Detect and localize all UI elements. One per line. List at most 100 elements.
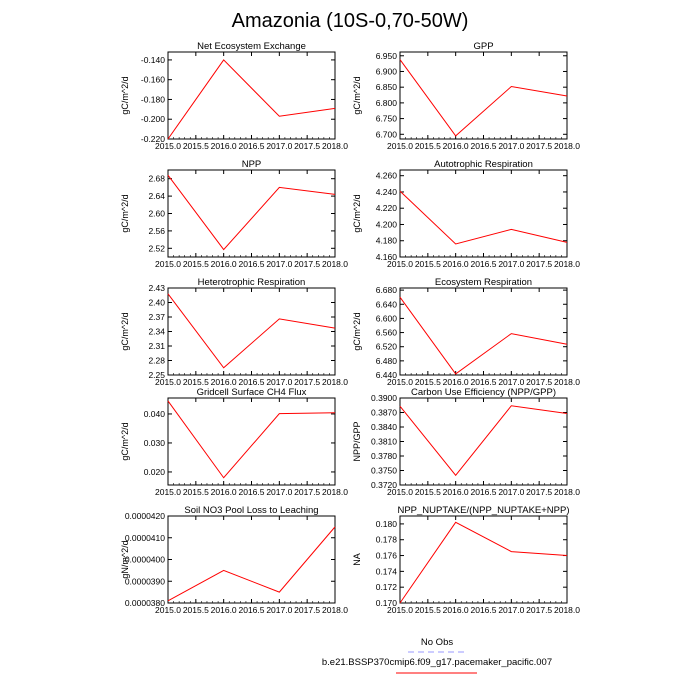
panel-title: Ecosystem Respiration [435, 277, 532, 288]
y-tick-label: -0.160 [141, 75, 165, 85]
y-tick-label: 6.560 [376, 328, 398, 338]
x-tick-label: 2017.0 [498, 141, 524, 151]
plot-frame [167, 169, 336, 258]
legend-entry-no-obs: No Obs [421, 637, 453, 648]
y-tick-label: -0.140 [141, 55, 165, 65]
y-tick-label: -0.180 [141, 94, 165, 104]
x-tick-label: 2018.0 [554, 605, 580, 615]
y-tick-label: 4.260 [376, 171, 398, 181]
x-tick-label: 2015.0 [155, 487, 181, 497]
x-tick-label: 2018.0 [554, 141, 580, 151]
panel-title: Carbon Use Efficiency (NPP/GPP) [411, 387, 556, 398]
x-tick-label: 2015.5 [183, 259, 209, 269]
y-tick-label: 4.160 [376, 252, 398, 262]
x-tick-label: 2015.0 [387, 377, 413, 387]
y-tick-label: 6.640 [376, 299, 398, 309]
x-tick-label: 2018.0 [322, 605, 348, 615]
y-tick-label: 2.43 [148, 283, 165, 293]
y-tick-label: 0.3900 [371, 393, 397, 403]
series-line [167, 59, 336, 140]
y-tick-label: 6.900 [376, 66, 398, 76]
x-tick-label: 2018.0 [554, 487, 580, 497]
x-tick-label: 2016.5 [239, 605, 265, 615]
y-tick-label: 2.28 [148, 356, 165, 366]
x-tick-label: 2015.0 [387, 605, 413, 615]
x-tick-label: 2015.5 [415, 605, 441, 615]
y-tick-label: 2.40 [148, 298, 165, 308]
plot-frame [167, 515, 336, 604]
x-tick-label: 2016.5 [471, 605, 497, 615]
panel-title: NPP_NUPTAKE/(NPP_NUPTAKE+NPP) [397, 505, 569, 516]
x-tick-label: 2017.5 [294, 141, 320, 151]
x-tick-label: 2017.5 [526, 487, 552, 497]
plot-frame [167, 51, 336, 140]
y-tick-label: 0.3810 [371, 437, 397, 447]
x-tick-label: 2017.0 [498, 487, 524, 497]
y-tick-label: 0.180 [376, 519, 398, 529]
series-line [399, 405, 568, 477]
y-tick-label: 6.680 [376, 285, 398, 295]
y-tick-label: 2.60 [148, 209, 165, 219]
y-tick-label: 2.25 [148, 370, 165, 380]
x-tick-label: 2016.5 [471, 259, 497, 269]
x-tick-label: 2015.0 [155, 141, 181, 151]
x-tick-label: 2017.0 [266, 487, 292, 497]
x-tick-label: 2018.0 [322, 377, 348, 387]
x-tick-label: 2017.5 [294, 259, 320, 269]
x-tick-label: 2016.0 [443, 259, 469, 269]
x-tick-label: 2018.0 [554, 377, 580, 387]
x-tick-label: 2017.5 [294, 487, 320, 497]
x-tick-label: 2015.0 [387, 487, 413, 497]
y-tick-label: 2.68 [148, 174, 165, 184]
y-axis-label: gC/m^2/d [120, 422, 130, 460]
panel-title: Autotrophic Respiration [434, 159, 533, 170]
x-tick-label: 2017.0 [498, 259, 524, 269]
x-tick-label: 2017.0 [266, 605, 292, 615]
x-tick-label: 2015.5 [183, 141, 209, 151]
series-line [399, 59, 568, 137]
y-tick-label: -0.220 [141, 134, 165, 144]
x-tick-label: 2015.5 [183, 605, 209, 615]
x-tick-label: 2017.0 [498, 377, 524, 387]
y-tick-label: 6.480 [376, 356, 398, 366]
y-axis-label: gC/m^2/d [120, 194, 130, 232]
x-tick-label: 2017.0 [266, 377, 292, 387]
y-tick-label: 6.440 [376, 370, 398, 380]
x-tick-label: 2018.0 [322, 141, 348, 151]
series-line [399, 521, 568, 604]
y-tick-label: 6.600 [376, 313, 398, 323]
panel-7: Carbon Use Efficiency (NPP/GPP) NPP/GPP 20… [352, 387, 580, 497]
y-tick-label: 0.3750 [371, 466, 397, 476]
panel-title: GPP [473, 41, 493, 52]
x-tick-label: 2016.5 [471, 487, 497, 497]
x-tick-label: 2017.5 [526, 605, 552, 615]
x-tick-label: 2017.0 [266, 259, 292, 269]
y-tick-label: 0.3780 [371, 451, 397, 461]
x-tick-label: 2016.5 [471, 377, 497, 387]
x-tick-label: 2015.0 [155, 259, 181, 269]
y-tick-label: 0.030 [144, 438, 166, 448]
y-tick-label: 0.178 [376, 535, 398, 545]
panel-8: Soil NO3 Pool Loss to Leaching gN/m^2/d 20… [120, 505, 348, 615]
x-tick-label: 2016.5 [239, 377, 265, 387]
plot-frame [399, 51, 568, 140]
series-line [399, 190, 568, 245]
y-tick-label: 0.3870 [371, 408, 397, 418]
panel-title: NPP [242, 159, 262, 170]
y-tick-label: 4.200 [376, 219, 398, 229]
plot-frame [399, 397, 568, 486]
x-tick-label: 2017.0 [498, 605, 524, 615]
y-tick-label: 4.180 [376, 236, 398, 246]
y-tick-label: 0.020 [144, 467, 166, 477]
y-axis-label: NA [352, 553, 362, 566]
y-tick-label: 0.0000400 [125, 555, 165, 565]
x-tick-label: 2015.0 [387, 259, 413, 269]
y-tick-label: 4.240 [376, 187, 398, 197]
x-tick-label: 2016.0 [211, 605, 237, 615]
x-tick-label: 2016.5 [239, 141, 265, 151]
y-tick-label: 0.174 [376, 566, 398, 576]
series-line [167, 400, 336, 479]
